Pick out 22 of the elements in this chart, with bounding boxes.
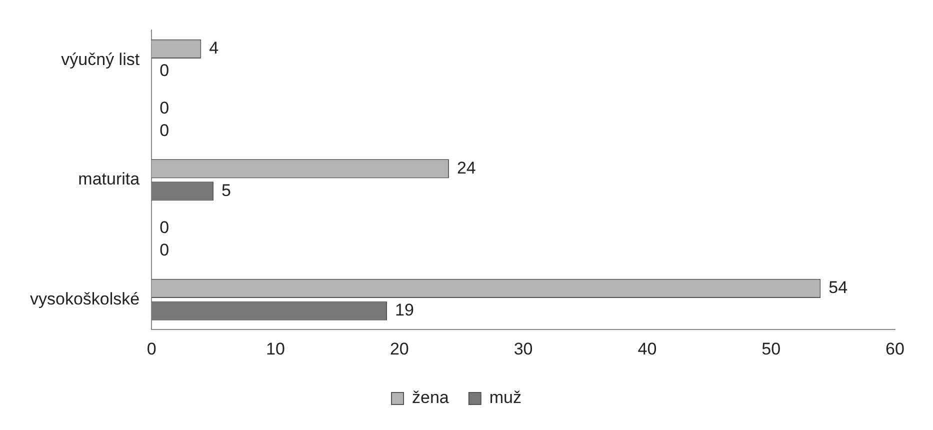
data-label: 0: [160, 240, 170, 260]
legend-label: žena: [412, 388, 450, 408]
data-label: 0: [160, 218, 170, 238]
x-tick-label: 0: [146, 339, 156, 358]
y-tick-label: vysokoškolské: [30, 289, 140, 308]
x-tick-label: 50: [762, 339, 781, 358]
legend-label: muž: [489, 388, 522, 408]
x-tick-label: 30: [514, 339, 533, 358]
x-tick-label: 10: [266, 339, 285, 358]
data-label: 24: [456, 158, 476, 178]
x-tick-label: 60: [886, 339, 904, 358]
data-label: 0: [160, 61, 170, 80]
y-tick-label: výučný list: [61, 50, 140, 69]
data-label: 0: [160, 98, 170, 118]
x-tick-label: 20: [390, 339, 409, 358]
data-label: 0: [160, 120, 170, 140]
y-tick-label: maturita: [78, 170, 140, 189]
data-label: 5: [222, 180, 232, 200]
data-label: 19: [395, 300, 414, 320]
data-label: 4: [209, 38, 219, 58]
x-tick-label: 40: [638, 339, 657, 358]
data-label: 54: [828, 278, 848, 298]
